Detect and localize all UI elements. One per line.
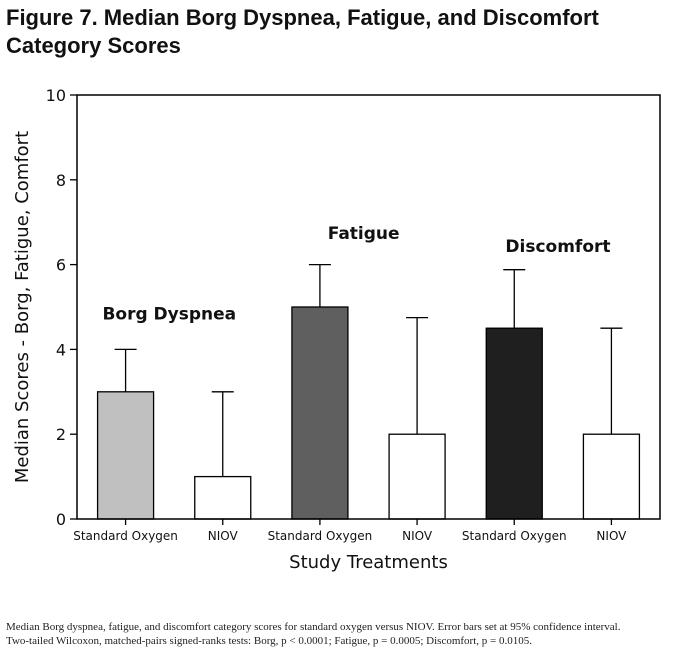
x-tick-label: NIOV: [402, 529, 433, 543]
figure-title: Figure 7. Median Borg Dyspnea, Fatigue, …: [6, 5, 599, 58]
y-tick-label: 0: [56, 510, 66, 529]
x-tick-label: NIOV: [208, 529, 239, 543]
bar: [485, 327, 543, 520]
group-label: Fatigue: [328, 224, 400, 244]
x-tick-label: Standard Oxygen: [73, 529, 178, 543]
bar: [194, 475, 252, 520]
x-axis-label: Study Treatments: [289, 552, 448, 573]
y-tick-label: 10: [46, 86, 66, 105]
y-tick-label: 2: [56, 425, 66, 444]
y-tick-label: 8: [56, 171, 66, 190]
bar: [388, 433, 446, 520]
y-tick-label: 6: [56, 256, 66, 275]
group-label: Discomfort: [505, 237, 610, 257]
bar: [582, 433, 641, 520]
x-tick-label: NIOV: [596, 529, 627, 543]
figure-caption: Median Borg dyspnea, fatigue, and discom…: [6, 620, 696, 648]
group-label: Borg Dyspnea: [102, 305, 236, 325]
bar: [291, 306, 349, 520]
caption-line-1: Median Borg dyspnea, fatigue, and discom…: [6, 621, 621, 633]
x-tick-label: Standard Oxygen: [462, 529, 567, 543]
caption-line-2: Two-tailed Wilcoxon, matched-pairs signe…: [6, 635, 532, 647]
x-tick-label: Standard Oxygen: [268, 529, 373, 543]
y-tick-label: 4: [56, 340, 66, 359]
y-axis-label: Median Scores - Borg, Fatigue, Comfort: [12, 131, 33, 483]
bar: [96, 391, 155, 520]
plot-frame: [76, 94, 661, 520]
